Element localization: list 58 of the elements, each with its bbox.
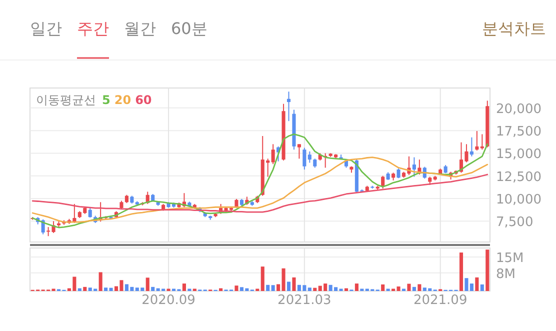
bar [78,288,82,291]
y-tick-label: 7,500 [496,215,534,230]
text: 5 [102,93,110,107]
x-tick-label: 2021.03 [278,293,332,308]
bar [182,284,186,291]
bar [418,284,422,291]
bar [146,278,150,291]
line-series [32,156,488,223]
candlestick [308,150,312,164]
bar [313,288,317,291]
bar [260,266,264,291]
bar [459,252,464,291]
legend-title: 이동평균선 [36,93,96,107]
text: 60분 [171,19,208,38]
y-tick-label: 15M [496,251,524,266]
text: 분석차트 [482,19,546,38]
bar [98,272,102,291]
candlestick [412,156,416,178]
y-tick-label: 20,000 [496,102,542,117]
bar [486,250,490,291]
candlestick [297,144,301,160]
bar [354,284,358,291]
y-tick-label: 8M [496,266,516,282]
bar [480,284,484,291]
line-series [32,174,488,213]
bar [475,277,479,291]
bar [83,286,87,291]
y-tick-label: 10,000 [496,192,542,208]
bar [151,286,155,291]
y-tick-label: 15,000 [496,147,542,162]
text: 60 [135,93,152,107]
y-tick-label: 17,500 [496,124,542,140]
candlestick [88,207,92,218]
bar [344,288,348,291]
bar [286,282,291,291]
bar [266,284,270,291]
candlestick [396,168,400,179]
bar [308,288,312,291]
text: 주간 [77,19,109,38]
candlestick [313,158,317,168]
x-tick-label: 2020.09 [142,293,196,308]
bar [271,285,275,291]
candlestick [286,91,291,122]
bar [292,277,296,291]
bar [412,286,416,291]
bar [219,288,223,291]
text: 일간 [30,19,62,38]
text: 20 [114,93,132,107]
candlestick [302,147,306,170]
bar [407,284,411,291]
candlestick [475,130,479,152]
text: 월간 [124,19,156,38]
candlestick [470,136,474,157]
x-tick-label: 2021.09 [413,293,468,308]
candlestick [271,144,275,165]
y-tick-label: 12,500 [496,170,542,185]
bar [381,284,385,291]
bar [234,286,238,291]
